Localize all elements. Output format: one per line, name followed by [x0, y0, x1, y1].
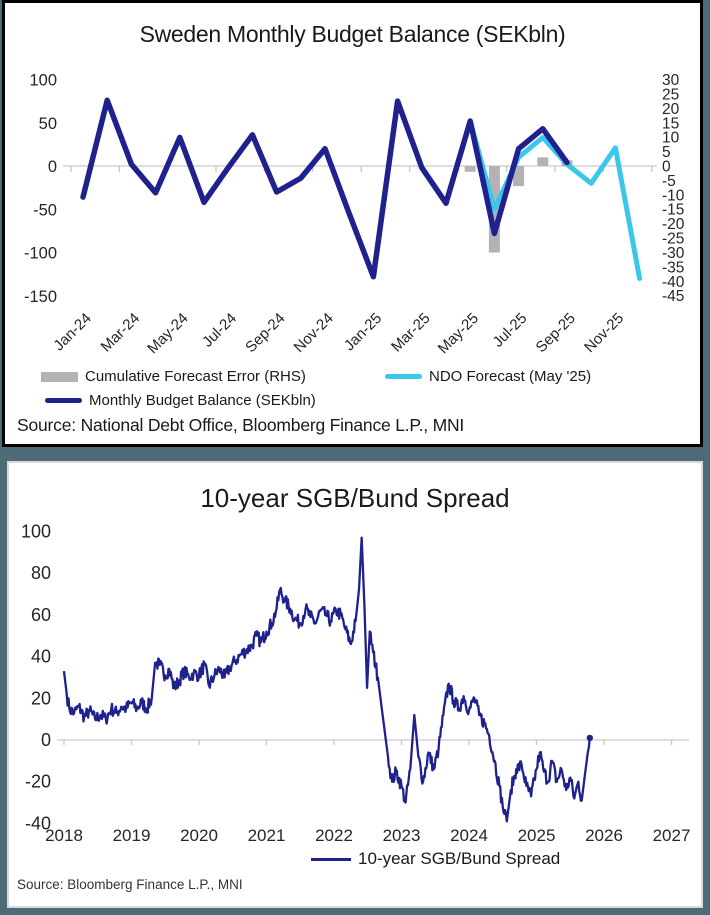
svg-text:30: 30	[662, 72, 680, 89]
x-axis-labels: 2018 2019 2020 2021 2022 2023 2024 2025 2026 2027	[45, 826, 690, 845]
svg-text:-5: -5	[662, 173, 676, 190]
x-axis-labels: Jan-24 Mar-24 May-24 Jul-24 Sep-24 Nov-24 Jan-…	[50, 310, 627, 357]
svg-text:-40: -40	[662, 274, 685, 291]
svg-text:25: 25	[662, 86, 679, 103]
svg-text:5: 5	[662, 144, 671, 161]
svg-text:20: 20	[31, 688, 51, 708]
svg-text:0: 0	[48, 158, 57, 176]
spread-panel: 10-year SGB/Bund Spread 100 80 60 40 20 0 -20 -…	[7, 461, 703, 908]
svg-text:-30: -30	[662, 245, 685, 262]
svg-text:-25: -25	[662, 231, 684, 248]
svg-text:0: 0	[662, 159, 671, 176]
top-chart-source: Source: National Debt Office, Bloomberg …	[17, 415, 465, 435]
legend-label-spread: 10-year SGB/Bund Spread	[358, 849, 561, 868]
budget-balance-panel: Sweden Monthly Budget Balance (SEKbln) 1…	[2, 0, 703, 447]
svg-text:2022: 2022	[315, 826, 353, 845]
svg-text:2020: 2020	[180, 826, 218, 845]
bottom-chart-title: 10-year SGB/Bund Spread	[200, 483, 510, 513]
svg-text:-45: -45	[662, 288, 684, 305]
svg-text:0: 0	[41, 730, 51, 750]
legend-label-forecast-error: Cumulative Forecast Error (RHS)	[85, 368, 306, 385]
top-chart-title: Sweden Monthly Budget Balance (SEKbln)	[139, 21, 566, 47]
svg-text:-35: -35	[662, 259, 684, 276]
legend-item-budget-balance: Monthly Budget Balance (SEKbln)	[45, 392, 316, 409]
svg-text:Jul-24: Jul-24	[199, 310, 240, 351]
svg-text:60: 60	[31, 605, 51, 625]
svg-text:-10: -10	[662, 187, 685, 204]
budget-balance-line-swatch	[45, 398, 82, 403]
legend-item-ndo-forecast: NDO Forecast (May '25)	[385, 368, 591, 385]
svg-text:40: 40	[31, 647, 51, 667]
y-axis-labels: 100 80 60 40 20 0 -20 -40	[21, 521, 51, 833]
spread-end-point-dot	[586, 734, 594, 742]
svg-text:100: 100	[21, 521, 51, 541]
svg-text:May-24: May-24	[144, 310, 191, 357]
forecast-error-bar-swatch	[41, 371, 78, 382]
svg-text:Jan-25: Jan-25	[341, 310, 385, 354]
legend-label-budget-balance: Monthly Budget Balance (SEKbln)	[89, 392, 316, 409]
svg-text:-20: -20	[662, 216, 685, 233]
svg-text:Jan-24: Jan-24	[50, 310, 94, 354]
svg-text:-20: -20	[25, 772, 51, 792]
legend-item-forecast-error: Cumulative Forecast Error (RHS)	[41, 368, 306, 385]
svg-text:-100: -100	[24, 245, 57, 263]
budget-balance-chart: 100500-50-100-150302520151050-5-10-15-20…	[24, 72, 685, 358]
svg-text:-50: -50	[33, 201, 57, 219]
legend-item-spread: 10-year SGB/Bund Spread	[311, 849, 560, 869]
spread-line-swatch	[311, 857, 351, 861]
svg-text:50: 50	[39, 115, 57, 133]
svg-text:Sep-24: Sep-24	[242, 310, 288, 356]
bottom-chart-source: Source: Bloomberg Finance L.P., MNI	[17, 877, 243, 892]
svg-text:2019: 2019	[113, 826, 151, 845]
ndo-forecast-line	[467, 118, 643, 281]
svg-text:Mar-25: Mar-25	[388, 310, 434, 356]
top-plot-area: 100500-50-100-150302520151050-5-10-15-20…	[24, 72, 685, 358]
left-axis-labels: 100 50 0 -50 -100 -150	[24, 72, 57, 306]
legend-label-ndo-forecast: NDO Forecast (May '25)	[429, 368, 592, 385]
budget-balance-line	[80, 97, 570, 280]
svg-text:2025: 2025	[518, 826, 556, 845]
svg-text:20: 20	[662, 101, 680, 118]
svg-text:2024: 2024	[450, 826, 488, 845]
svg-text:10: 10	[662, 130, 680, 147]
svg-text:100: 100	[29, 72, 57, 90]
svg-text:Mar-24: Mar-24	[98, 310, 144, 356]
svg-text:-40: -40	[25, 813, 51, 833]
svg-text:2023: 2023	[383, 826, 421, 845]
svg-text:2026: 2026	[585, 826, 623, 845]
svg-text:Nov-24: Nov-24	[291, 310, 337, 356]
svg-text:Nov-25: Nov-25	[581, 310, 627, 356]
svg-text:-150: -150	[24, 288, 57, 306]
svg-text:80: 80	[31, 563, 51, 583]
svg-text:2021: 2021	[248, 826, 286, 845]
svg-text:-15: -15	[662, 202, 684, 219]
x-axis-ticks	[63, 740, 673, 745]
svg-text:May-25: May-25	[435, 310, 482, 357]
svg-text:Jul-25: Jul-25	[490, 310, 531, 351]
svg-text:2018: 2018	[45, 826, 83, 845]
svg-text:Sep-25: Sep-25	[533, 310, 579, 356]
svg-text:2027: 2027	[653, 826, 691, 845]
spread-line	[62, 536, 591, 823]
ndo-forecast-line-swatch	[385, 374, 422, 379]
svg-text:15: 15	[662, 115, 679, 132]
